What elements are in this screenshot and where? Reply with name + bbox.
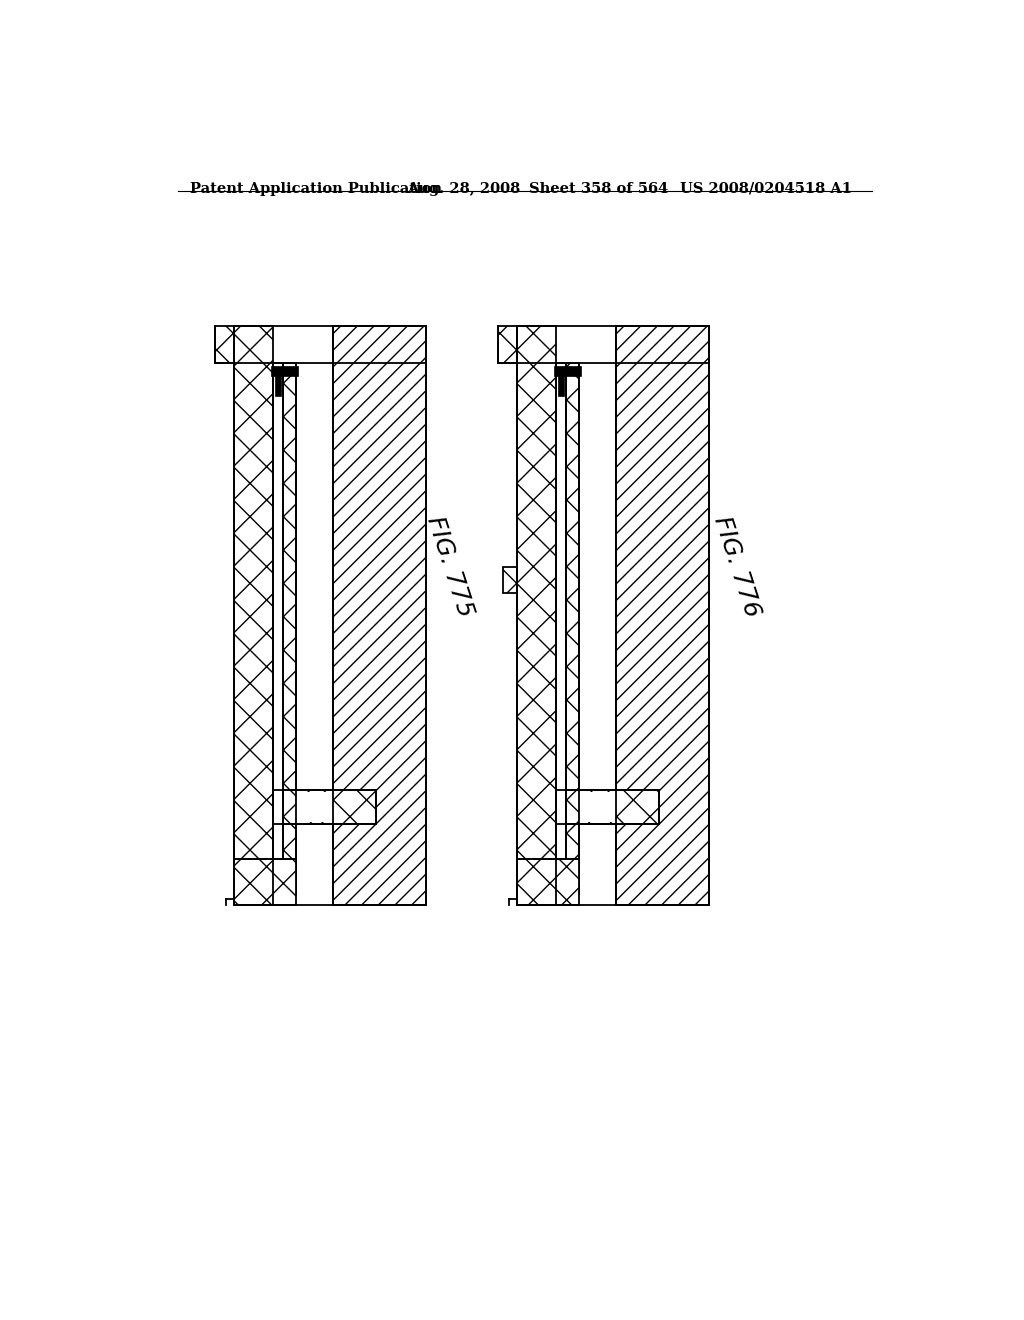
Text: FIG. 775: FIG. 775 xyxy=(422,513,477,620)
Text: Aug. 28, 2008: Aug. 28, 2008 xyxy=(407,182,520,195)
Bar xyxy=(558,372,564,396)
Bar xyxy=(271,366,298,376)
Bar xyxy=(566,363,579,859)
Bar xyxy=(517,326,556,906)
Bar xyxy=(556,363,566,859)
Bar xyxy=(215,326,234,363)
Text: FIG. 776: FIG. 776 xyxy=(709,513,764,620)
Bar xyxy=(273,825,296,894)
Text: Sheet 358 of 564: Sheet 358 of 564 xyxy=(529,182,669,195)
Bar xyxy=(283,363,296,859)
Bar xyxy=(234,326,273,906)
Bar xyxy=(274,372,281,396)
Bar xyxy=(503,566,517,594)
Bar xyxy=(334,326,426,906)
Bar xyxy=(273,363,283,859)
Bar xyxy=(234,326,426,906)
Bar xyxy=(273,789,376,825)
Bar xyxy=(234,859,296,906)
Bar xyxy=(498,326,517,363)
Bar xyxy=(556,789,658,825)
Text: US 2008/0204518 A1: US 2008/0204518 A1 xyxy=(680,182,852,195)
Bar xyxy=(554,366,581,376)
Bar xyxy=(616,326,710,906)
Bar xyxy=(517,326,710,906)
Bar xyxy=(296,792,334,822)
Bar xyxy=(579,792,616,822)
Bar xyxy=(517,859,579,906)
Bar xyxy=(556,825,579,894)
Text: Patent Application Publication: Patent Application Publication xyxy=(190,182,442,195)
